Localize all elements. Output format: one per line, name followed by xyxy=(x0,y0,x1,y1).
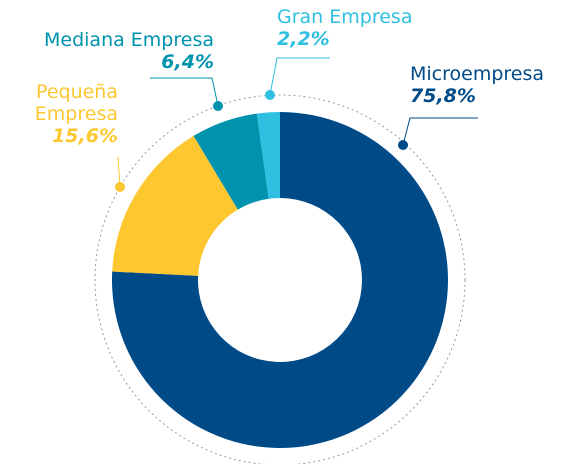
slice-label: Microempresa 75,8% xyxy=(410,63,560,107)
leader-dot xyxy=(398,140,408,150)
leader-dot xyxy=(213,101,223,111)
donut-slice xyxy=(112,112,448,449)
value-label: 15,6% xyxy=(52,125,118,147)
value-label: 75,8% xyxy=(410,85,476,107)
category-name: Mediana Empresa xyxy=(44,29,214,51)
donut-slice xyxy=(112,135,238,276)
slice-label: Gran Empresa 2,2% xyxy=(277,6,457,50)
leader-line xyxy=(269,57,330,96)
category-name: Gran Empresa xyxy=(277,6,413,28)
leader-line xyxy=(402,117,478,146)
guide-circle xyxy=(94,94,466,464)
value-label: 6,4% xyxy=(161,51,214,73)
category-name: Microempresa xyxy=(410,63,545,85)
leader-dot xyxy=(115,182,125,192)
category-name: Pequeña Empresa xyxy=(34,81,118,125)
leader-line xyxy=(150,77,219,107)
slice-label: Pequeña Empresa 15,6% xyxy=(10,81,118,147)
leader-dot xyxy=(265,90,275,100)
donut-slice xyxy=(193,113,269,210)
value-label: 2,2% xyxy=(277,28,330,50)
leader-line xyxy=(117,156,121,188)
donut-slice xyxy=(256,112,280,199)
slice-label: Mediana Empresa 6,4% xyxy=(2,29,214,73)
